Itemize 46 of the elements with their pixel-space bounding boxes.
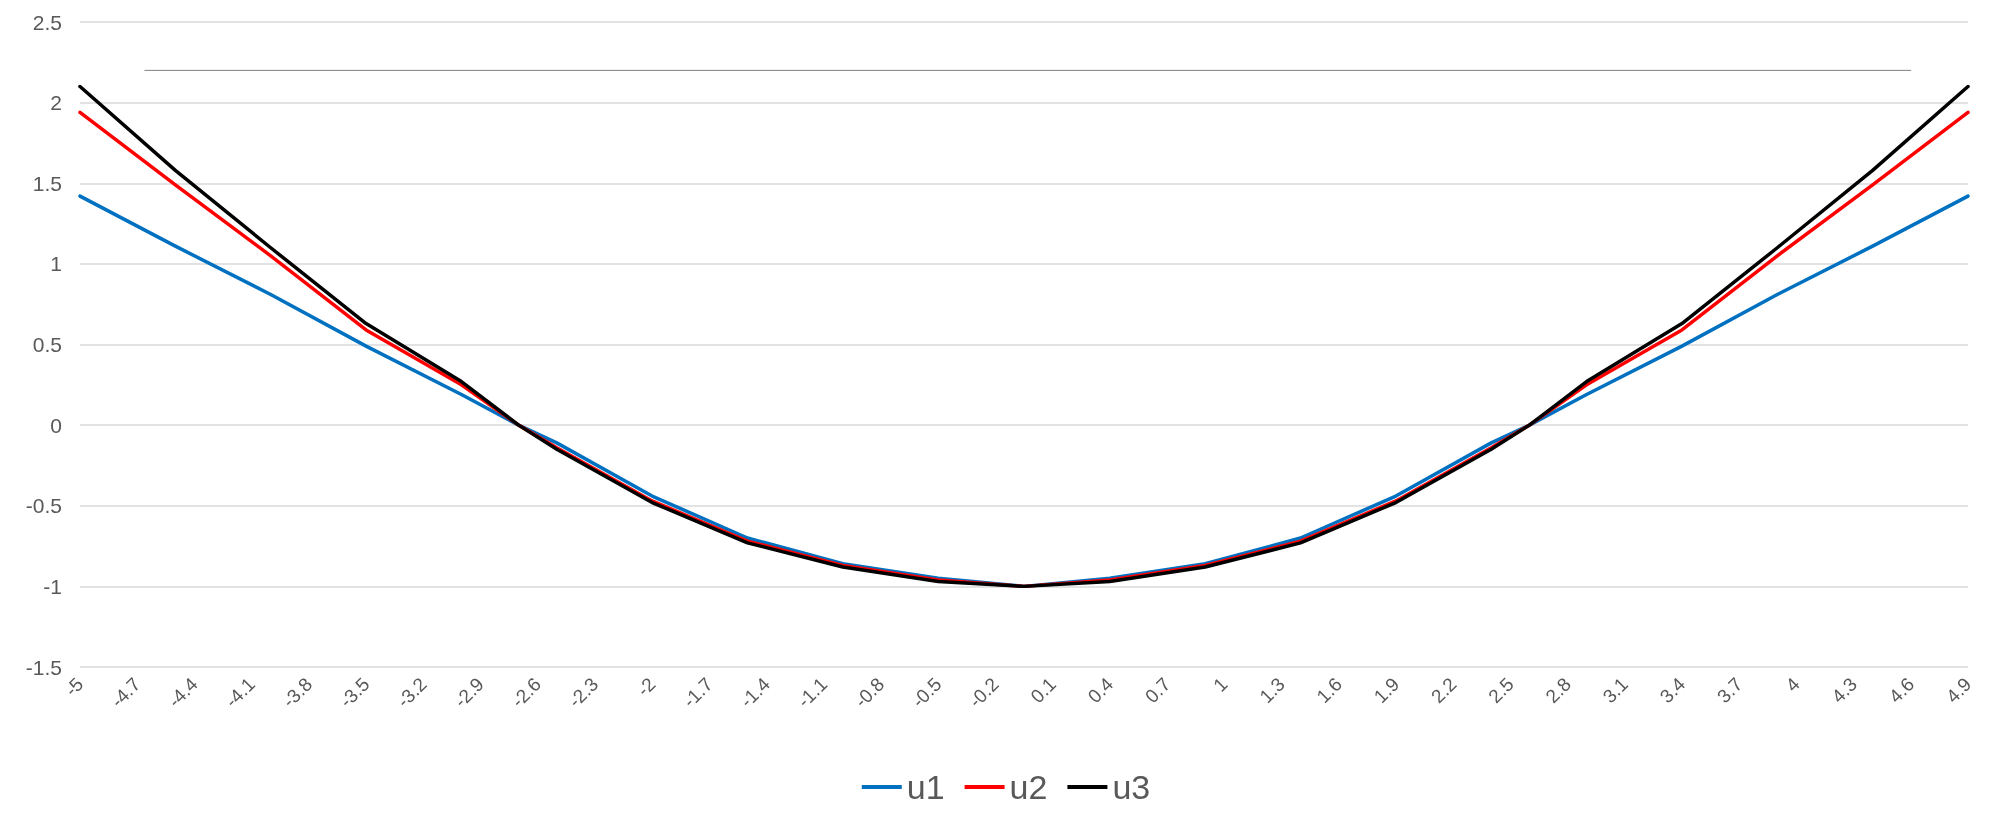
x-tick-label: 3.4 <box>1655 673 1690 708</box>
y-tick-label: 2 <box>50 91 62 115</box>
x-tick-label: 4.6 <box>1884 673 1919 708</box>
x-tick-label: -1.1 <box>793 673 832 712</box>
legend-label: u3 <box>1112 768 1151 806</box>
x-tick-label: -0.5 <box>907 673 946 712</box>
x-tick-label: 4 <box>1781 673 1804 696</box>
x-tick-label: 3.1 <box>1598 673 1633 708</box>
x-tick-label: 0.1 <box>1026 673 1061 708</box>
x-tick-label: -4.1 <box>221 673 260 712</box>
y-tick-label: 0 <box>50 413 62 437</box>
legend-label: u1 <box>906 768 945 806</box>
x-tick-label: 1.6 <box>1312 673 1347 708</box>
x-tick-label: 2.5 <box>1484 673 1518 708</box>
x-tick-label: -2.6 <box>507 673 546 712</box>
x-tick-label: 0.7 <box>1140 673 1175 708</box>
x-tick-label: -4.4 <box>163 673 202 712</box>
x-tick-label: -3.2 <box>392 673 431 712</box>
y-tick-label: -0.5 <box>25 494 62 518</box>
x-tick-label: 1.3 <box>1255 673 1289 708</box>
y-tick-label: 0.5 <box>32 333 62 356</box>
x-tick-label: -5 <box>60 673 88 701</box>
x-tick-label: 2.8 <box>1541 673 1575 708</box>
x-tick-label: -0.8 <box>850 673 889 712</box>
y-tick-label: 1.5 <box>32 171 62 195</box>
x-tick-label: -0.2 <box>964 673 1003 712</box>
x-tick-label: 4.9 <box>1941 673 1976 708</box>
x-tick-label: -4.7 <box>106 673 145 712</box>
y-tick-label: 2.5 <box>32 10 62 34</box>
x-tick-label: 4.3 <box>1827 673 1861 708</box>
x-tick-label: 2.2 <box>1426 673 1461 708</box>
x-tick-label: -3.5 <box>335 673 374 712</box>
x-tick-label: 1.9 <box>1369 673 1404 708</box>
x-tick-label: -1.4 <box>735 673 774 712</box>
x-tick-label: -2 <box>632 673 660 701</box>
y-tick-label: -1 <box>43 574 62 598</box>
x-tick-label: 3.7 <box>1713 673 1747 708</box>
x-tick-label: -3.8 <box>278 673 317 712</box>
x-tick-label: -2.9 <box>449 673 488 712</box>
x-tick-label: 0.4 <box>1083 673 1118 708</box>
x-tick-label: 1 <box>1209 673 1232 696</box>
legend-label: u2 <box>1009 768 1048 806</box>
y-tick-label: -1.5 <box>25 655 62 679</box>
x-tick-label: -1.7 <box>678 673 717 712</box>
y-tick-label: 1 <box>50 252 62 276</box>
x-tick-label: -2.3 <box>564 673 603 712</box>
